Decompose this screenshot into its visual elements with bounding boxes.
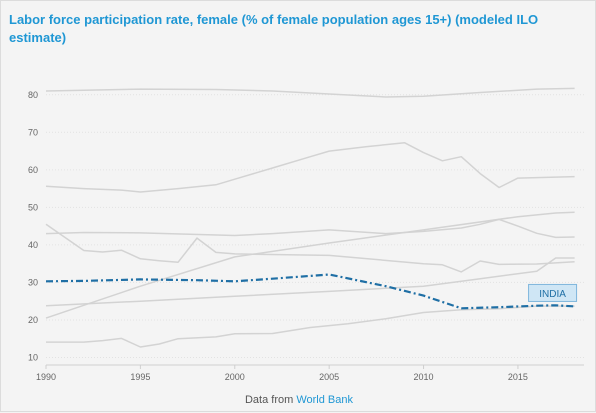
y-tick-label: 10	[28, 352, 38, 362]
x-tick-label: 2010	[414, 372, 434, 382]
y-tick-label: 20	[28, 315, 38, 325]
y-tick-label: 30	[28, 277, 38, 287]
other-series-group	[45, 87, 575, 348]
series-line[interactable]	[46, 305, 575, 348]
y-axis-ticks: 10 20 30 40 50 60 70 80	[28, 90, 38, 363]
highlight-label-box	[528, 283, 578, 302]
highlight-label[interactable]: INDIA	[528, 283, 578, 302]
source-prefix: Data from	[244, 394, 294, 406]
series-line[interactable]	[45, 257, 575, 307]
highlight-label-text: INDIA	[539, 289, 566, 300]
series-line[interactable]	[45, 211, 575, 319]
x-tick-label: 1995	[130, 372, 150, 382]
x-tick-label: 1990	[36, 372, 56, 382]
gridlines	[46, 94, 584, 358]
x-tick-label: 2000	[225, 372, 245, 382]
source-link[interactable]: World Bank	[296, 394, 353, 406]
chart-title: Labor force participation rate, female (…	[9, 12, 539, 45]
y-tick-label: 80	[28, 90, 38, 100]
x-axis-ticks: 1990 1995 2000 2005 2010 2015	[36, 365, 528, 382]
series-line[interactable]	[45, 142, 575, 193]
y-tick-label: 70	[28, 127, 38, 137]
y-tick-label: 50	[28, 202, 38, 212]
y-tick-label: 40	[28, 240, 38, 250]
series-line[interactable]	[45, 218, 575, 239]
y-tick-label: 60	[28, 165, 38, 175]
series-line[interactable]	[45, 223, 575, 273]
series-line[interactable]	[45, 87, 575, 98]
x-tick-label: 2015	[508, 372, 528, 382]
x-tick-label: 2005	[319, 372, 339, 382]
source-credit: Data from World Bank	[1, 394, 596, 406]
